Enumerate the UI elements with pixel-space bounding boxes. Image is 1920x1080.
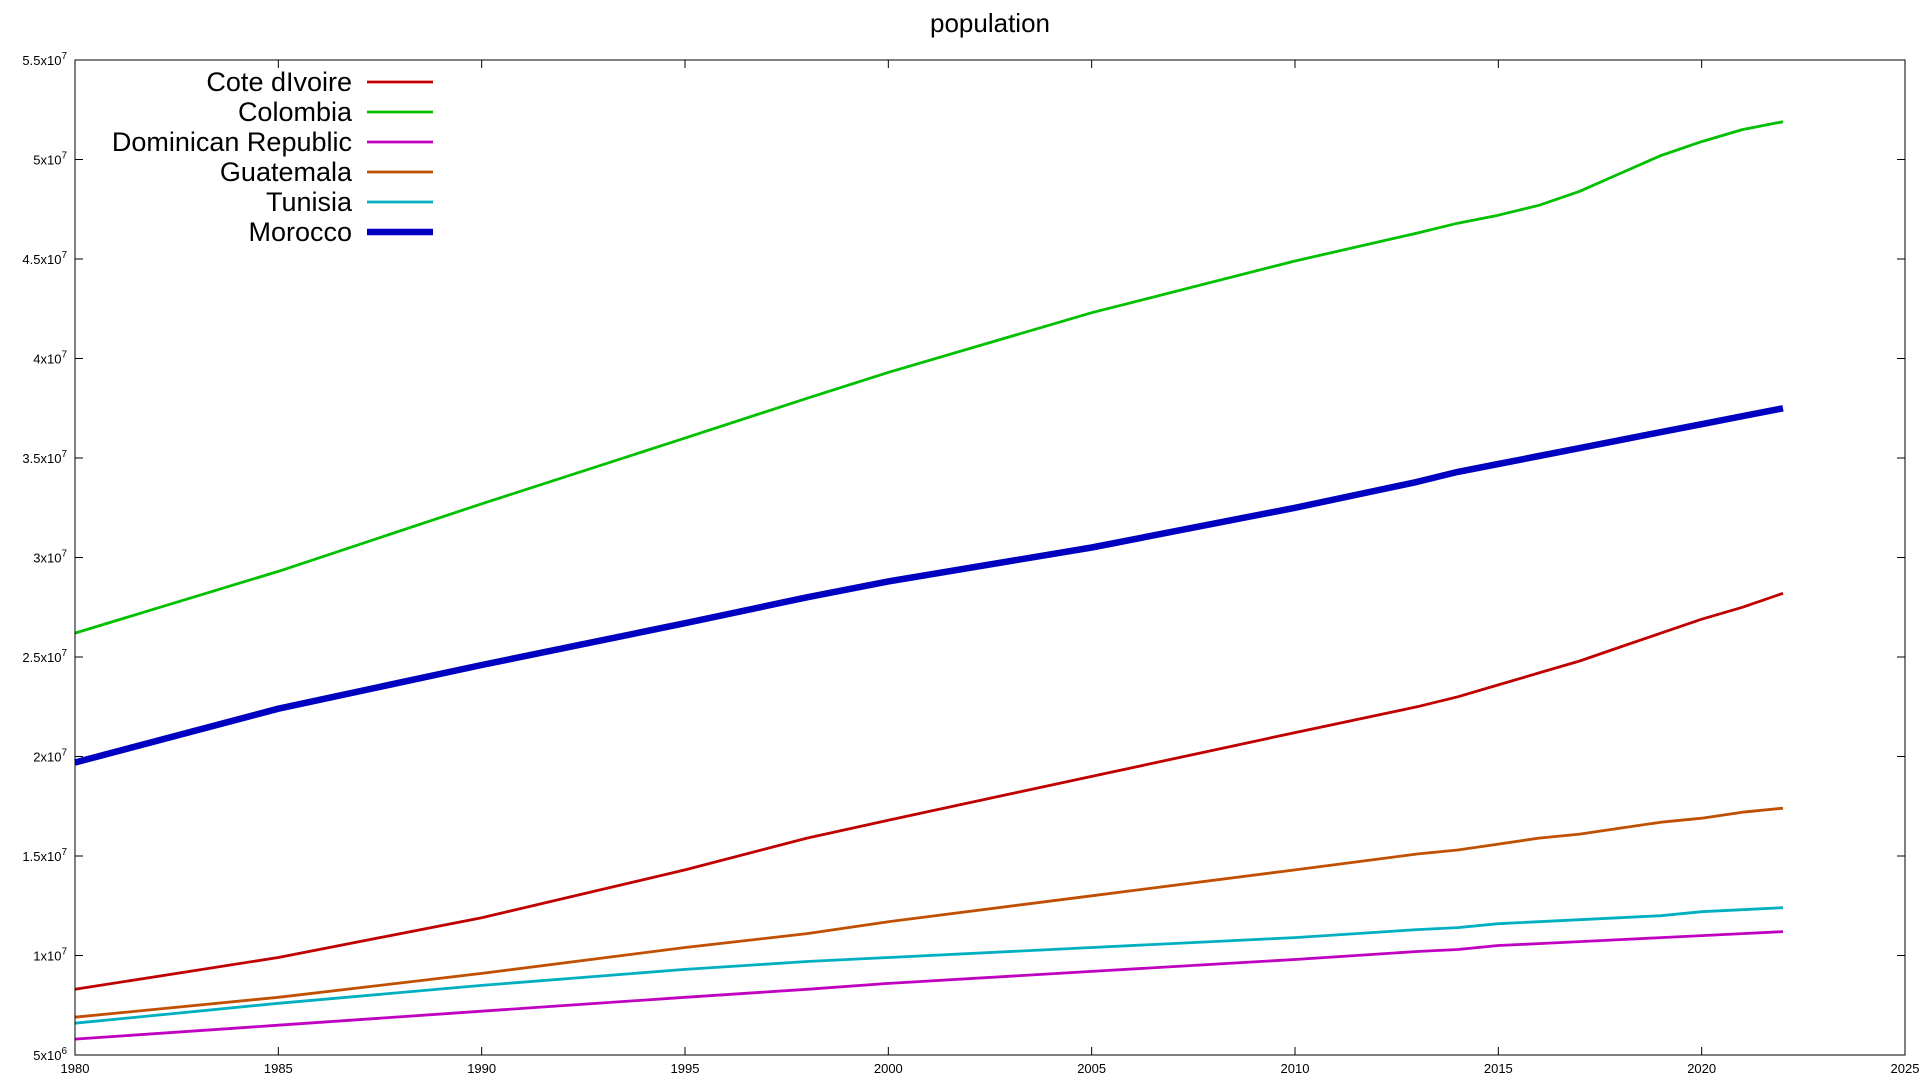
- y-tick-label: 5.5x107: [22, 51, 67, 68]
- y-tick-exponent: 7: [61, 151, 67, 162]
- y-tick-exponent: 7: [61, 748, 67, 759]
- y-tick-multiplier: x10: [40, 252, 61, 267]
- y-tick-mantissa: 5.5: [22, 53, 40, 68]
- x-tick-label: 1990: [467, 1061, 496, 1076]
- x-tick-label: 1980: [61, 1061, 90, 1076]
- y-tick-exponent: 7: [61, 549, 67, 560]
- y-tick-exponent: 7: [61, 449, 67, 460]
- x-tick-label: 2015: [1484, 1061, 1513, 1076]
- series-line-tunisia: [74, 906, 1784, 1025]
- y-tick-label: 3.5x107: [22, 449, 67, 466]
- y-tick-mantissa: 3.5: [22, 451, 40, 466]
- legend-label-dominican-republic: Dominican Republic: [112, 127, 352, 157]
- legend-label-morocco: Morocco: [248, 217, 352, 247]
- y-tick-multiplier: x10: [40, 153, 61, 168]
- x-tick-label: 2025: [1891, 1061, 1920, 1076]
- axes-layer: 1980 1985 1990 1995 2000 2005 2010 2015 2020 2025…: [22, 51, 1919, 1076]
- y-tick-multiplier: x10: [40, 53, 61, 68]
- y-tick-mantissa: 2: [33, 750, 40, 765]
- series-line-dominican-republic: [74, 930, 1784, 1041]
- y-tick-mantissa: 1: [33, 949, 40, 964]
- y-tick-label: 4.5x107: [22, 250, 67, 267]
- y-tick-exponent: 7: [61, 847, 67, 858]
- legend-label-colombia: Colombia: [238, 97, 353, 127]
- y-tick-label: 3x107: [33, 549, 67, 566]
- y-tick-label: 1.5x107: [22, 847, 67, 864]
- y-tick-label: 4x107: [33, 350, 67, 367]
- series-line-guatemala: [74, 806, 1784, 1019]
- y-tick-label: 5x106: [33, 1046, 67, 1063]
- y-tick-multiplier: x10: [40, 750, 61, 765]
- chart-title: population: [930, 8, 1050, 38]
- y-tick-mantissa: 4.5: [22, 252, 40, 267]
- y-tick-multiplier: x10: [40, 352, 61, 367]
- legend-label-tunisia: Tunisia: [266, 187, 353, 217]
- y-tick-multiplier: x10: [40, 849, 61, 864]
- y-tick-label: 1x107: [33, 947, 67, 964]
- x-tick-label: 2010: [1281, 1061, 1310, 1076]
- x-tick-label: 1985: [264, 1061, 293, 1076]
- y-tick-multiplier: x10: [40, 451, 61, 466]
- y-tick-mantissa: 3: [33, 551, 40, 566]
- y-tick-exponent: 6: [61, 1046, 67, 1057]
- y-tick-multiplier: x10: [40, 949, 61, 964]
- series-layer: [74, 120, 1784, 1041]
- legend-label-guatemala: Guatemala: [220, 157, 353, 187]
- y-tick-multiplier: x10: [40, 1048, 61, 1063]
- y-tick-mantissa: 2.5: [22, 650, 40, 665]
- y-tick-multiplier: x10: [40, 551, 61, 566]
- y-tick-exponent: 7: [61, 947, 67, 958]
- series-line-cote-divoire: [74, 591, 1784, 991]
- y-tick-mantissa: 5: [33, 1048, 40, 1063]
- y-tick-exponent: 7: [61, 648, 67, 659]
- series-line-colombia: [74, 120, 1784, 635]
- y-tick-exponent: 7: [61, 51, 67, 62]
- legend-label-cote-divoire: Cote dIvoire: [206, 67, 352, 97]
- y-tick-label: 2.5x107: [22, 648, 67, 665]
- y-tick-multiplier: x10: [40, 650, 61, 665]
- x-tick-label: 2020: [1687, 1061, 1716, 1076]
- y-tick-exponent: 7: [61, 250, 67, 261]
- y-tick-label: 5x107: [33, 151, 67, 168]
- series-line-morocco: [74, 405, 1784, 766]
- y-tick-label: 2x107: [33, 748, 67, 765]
- x-tick-label: 1995: [671, 1061, 700, 1076]
- x-tick-label: 2000: [874, 1061, 903, 1076]
- x-tick-label: 2005: [1077, 1061, 1106, 1076]
- y-tick-mantissa: 1.5: [22, 849, 40, 864]
- y-tick-exponent: 7: [61, 350, 67, 361]
- y-tick-mantissa: 4: [33, 352, 40, 367]
- y-tick-mantissa: 5: [33, 153, 40, 168]
